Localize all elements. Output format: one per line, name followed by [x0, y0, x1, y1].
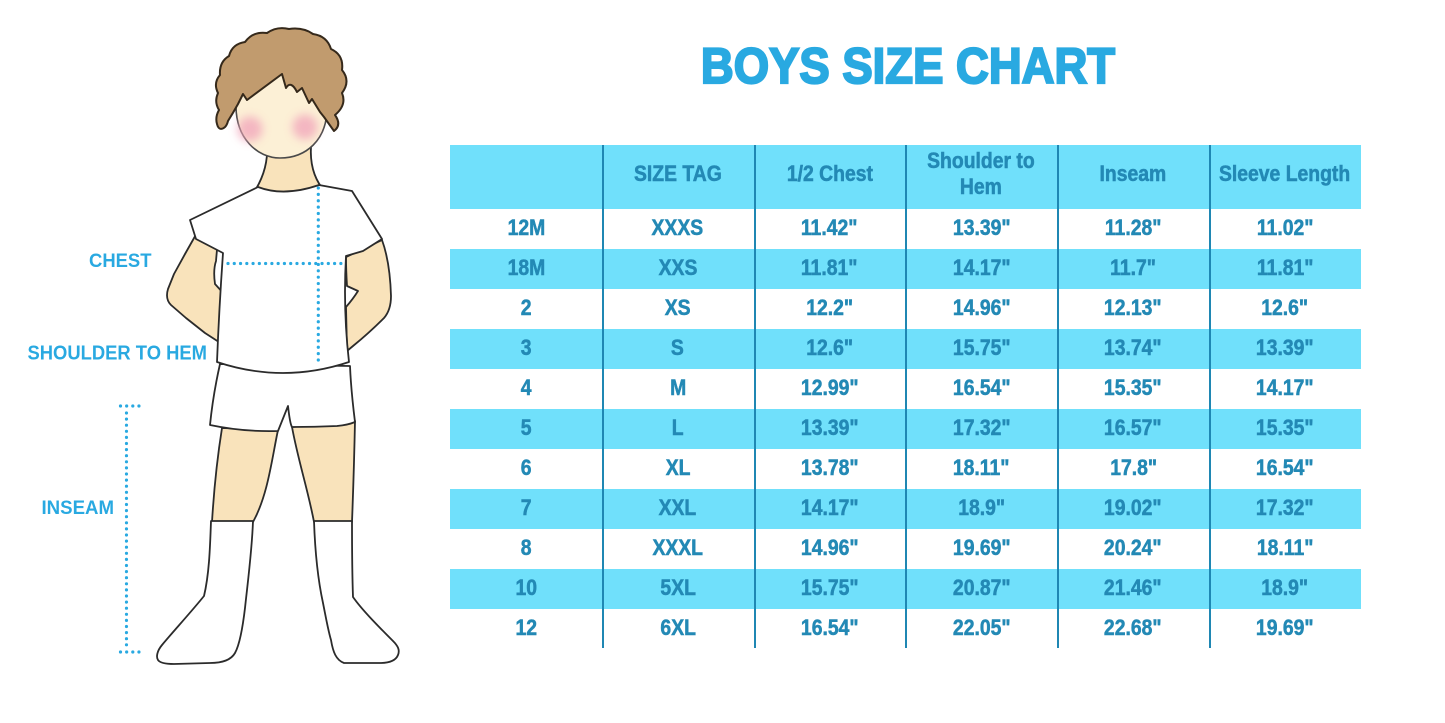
- svg-text:INSEAM: INSEAM: [42, 497, 115, 519]
- svg-text:CHEST: CHEST: [89, 251, 152, 272]
- svg-text:SHOULDER TO HEM: SHOULDER TO HEM: [28, 343, 208, 365]
